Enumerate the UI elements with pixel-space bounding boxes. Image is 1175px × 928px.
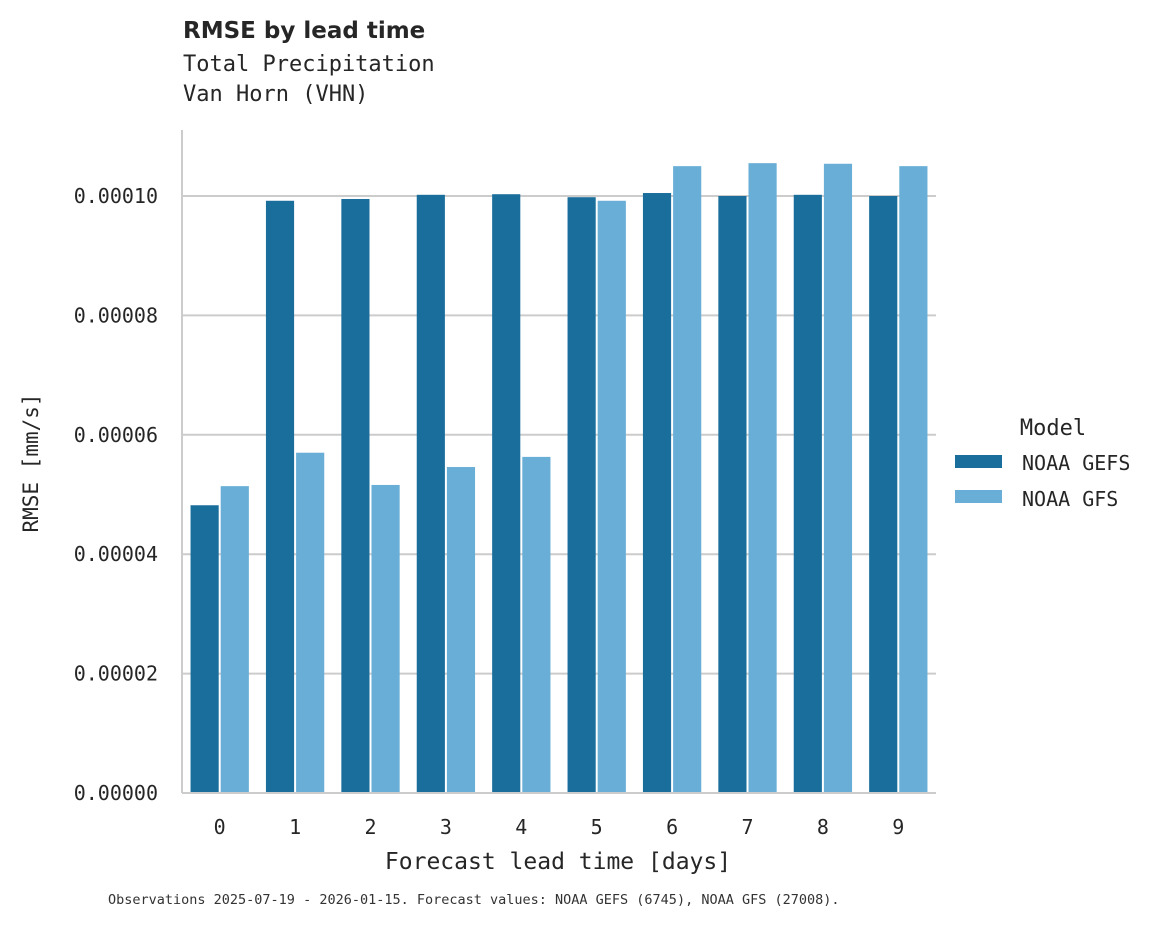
x-tick-label: 0 <box>214 815 226 839</box>
bar-noaa-gfs <box>522 456 551 793</box>
y-tick-labels: 0.00000 0.00002 0.00004 0.00006 0.00008 0.000… <box>74 184 158 805</box>
legend-swatch-gfs <box>955 490 1002 503</box>
x-tick-labels: 0 1 2 3 4 5 6 7 8 9 <box>214 815 905 839</box>
x-tick-label: 4 <box>515 815 527 839</box>
y-tick-label: 0.00002 <box>74 662 158 686</box>
x-tick-label: 3 <box>440 815 452 839</box>
x-tick-label: 1 <box>289 815 301 839</box>
chart-title: RMSE by lead time <box>183 18 426 44</box>
x-tick-label: 7 <box>741 815 753 839</box>
bars <box>190 163 928 794</box>
bar-noaa-gfs <box>371 484 400 793</box>
bar-noaa-gefs <box>190 505 219 793</box>
bar-noaa-gfs <box>597 200 626 793</box>
bar-noaa-gfs <box>748 163 777 794</box>
bar-noaa-gfs <box>296 452 325 793</box>
bar-noaa-gefs <box>265 200 295 793</box>
y-tick-label: 0.00008 <box>74 303 158 327</box>
bar-noaa-gfs <box>673 166 702 793</box>
bar-noaa-gfs <box>446 467 476 793</box>
x-tick-label: 6 <box>666 815 678 839</box>
y-tick-label: 0.00010 <box>74 184 158 208</box>
x-axis-label: Forecast lead time [days] <box>385 849 731 875</box>
x-tick-label: 5 <box>591 815 603 839</box>
bar-noaa-gefs <box>642 193 672 793</box>
bar-noaa-gefs <box>793 194 822 793</box>
legend: Model NOAA GEFS NOAA GFS <box>955 416 1130 511</box>
legend-label-gefs: NOAA GEFS <box>1022 451 1130 475</box>
chart-subtitle-station: Van Horn (VHN) <box>183 82 369 107</box>
chart-subtitle-variable: Total Precipitation <box>183 52 435 77</box>
y-axis-label: RMSE [mm/s] <box>19 393 43 532</box>
x-tick-label: 2 <box>364 815 376 839</box>
x-tick-label: 9 <box>892 815 904 839</box>
y-tick-label: 0.00006 <box>74 423 158 447</box>
bar-noaa-gfs <box>220 486 249 793</box>
bar-noaa-gefs <box>492 194 521 794</box>
bar-noaa-gfs <box>899 166 928 793</box>
bar-noaa-gefs <box>341 198 370 794</box>
y-tick-label: 0.00004 <box>74 542 158 566</box>
bar-noaa-gefs <box>869 196 898 793</box>
bar-noaa-gefs <box>567 197 596 794</box>
footer-note: Observations 2025-07-19 - 2026-01-15. Fo… <box>108 892 840 908</box>
legend-swatch-gefs <box>955 455 1002 468</box>
bar-noaa-gefs <box>718 196 747 793</box>
bar-noaa-gefs <box>416 194 445 793</box>
bar-noaa-gfs <box>823 163 853 794</box>
x-tick-label: 8 <box>817 815 829 839</box>
legend-label-gfs: NOAA GFS <box>1022 487 1118 511</box>
y-tick-label: 0.00000 <box>74 781 158 805</box>
gridlines <box>182 195 936 675</box>
legend-title: Model <box>1020 416 1086 441</box>
